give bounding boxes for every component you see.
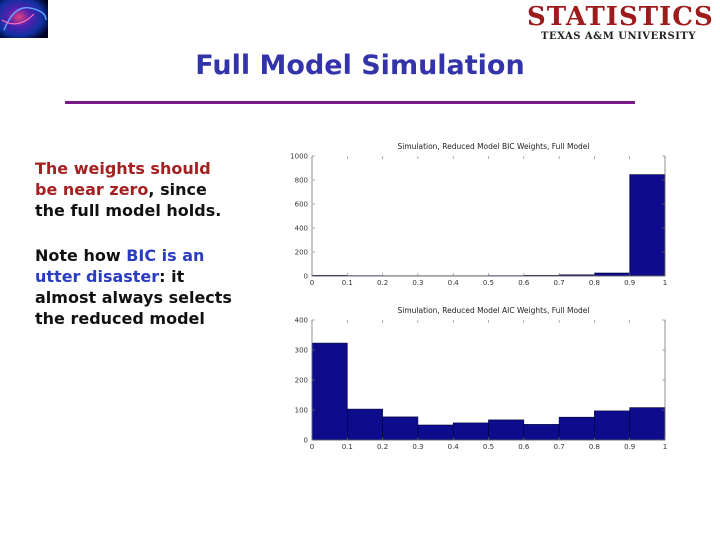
highlight-bic: BIC is an utter disaster [35, 246, 205, 286]
y-tick-label: 400 [295, 225, 308, 233]
text-note-how: Note how [35, 246, 127, 265]
histogram-bar [417, 424, 454, 441]
histogram-bar [523, 424, 560, 441]
histogram-bar [488, 419, 525, 441]
x-tick-label: 0.9 [624, 279, 635, 287]
paragraph-bic: Note how BIC is an utter disaster: it al… [35, 245, 235, 329]
bic-weights-histogram: Simulation, Reduced Model BIC Weights, F… [290, 142, 667, 287]
x-tick-label: 0.2 [377, 279, 388, 287]
y-tick-label: 100 [295, 407, 308, 415]
y-tick-label: 800 [295, 177, 308, 185]
histogram-bar [594, 410, 630, 441]
paragraph-weights: The weights should be near zero, since t… [35, 158, 235, 221]
y-tick-label: 200 [295, 249, 308, 257]
logo-main-text: STATISTICS [527, 2, 714, 32]
title-divider [65, 101, 635, 104]
x-tick-label: 0 [310, 443, 314, 451]
x-tick-label: 0.8 [589, 443, 600, 451]
x-tick-label: 0 [310, 279, 314, 287]
slide-title: Full Model Simulation [195, 50, 525, 81]
logo-sub-text: TEXAS A&M UNIVERSITY [541, 31, 696, 42]
x-tick-label: 0.1 [342, 279, 353, 287]
y-tick-label: 300 [295, 347, 308, 355]
x-tick-label: 0.4 [448, 279, 460, 287]
y-tick-label: 0 [304, 273, 308, 281]
histogram-bar [558, 416, 595, 441]
y-tick-label: 1000 [290, 153, 308, 161]
x-tick-label: 0.9 [624, 443, 635, 451]
y-tick-label: 600 [295, 201, 308, 209]
histogram-bar [347, 408, 383, 441]
histogram-bar [311, 342, 348, 441]
university-logo: STATISTICS TEXAS A&M UNIVERSITY [527, 2, 714, 44]
highlight-weights: The weights should be near zero [35, 159, 211, 199]
x-tick-label: 0.2 [377, 443, 388, 451]
y-tick-label: 0 [304, 437, 308, 445]
x-tick-label: 0.5 [483, 279, 494, 287]
text-full-model: , since the full model holds. [35, 180, 222, 220]
x-tick-label: 0.8 [589, 279, 600, 287]
x-tick-label: 0.5 [483, 443, 494, 451]
x-tick-label: 0.7 [554, 443, 565, 451]
x-tick-label: 0.6 [518, 279, 530, 287]
y-tick-label: 200 [295, 377, 308, 385]
histogram-bar [629, 174, 666, 277]
x-tick-label: 1 [663, 279, 667, 287]
x-tick-label: 0.1 [342, 443, 353, 451]
x-tick-label: 0.6 [518, 443, 530, 451]
x-tick-label: 0.7 [554, 279, 565, 287]
aic-weights-histogram: Simulation, Reduced Model AIC Weights, F… [295, 306, 668, 451]
chart-title: Simulation, Reduced Model BIC Weights, F… [397, 142, 589, 151]
corner-decoration [0, 0, 48, 38]
y-tick-label: 400 [295, 317, 308, 325]
x-tick-label: 0.3 [412, 443, 423, 451]
x-tick-label: 0.4 [448, 443, 460, 451]
chart-title: Simulation, Reduced Model AIC Weights, F… [397, 306, 589, 315]
histogram-bar [629, 407, 666, 441]
x-tick-label: 1 [663, 443, 667, 451]
text-reduced-model: : it almost always selects the reduced m… [35, 267, 232, 328]
histogram-bar [452, 422, 489, 441]
x-tick-label: 0.3 [412, 279, 423, 287]
histogram-bar [382, 416, 419, 441]
histogram-bar [594, 272, 630, 277]
